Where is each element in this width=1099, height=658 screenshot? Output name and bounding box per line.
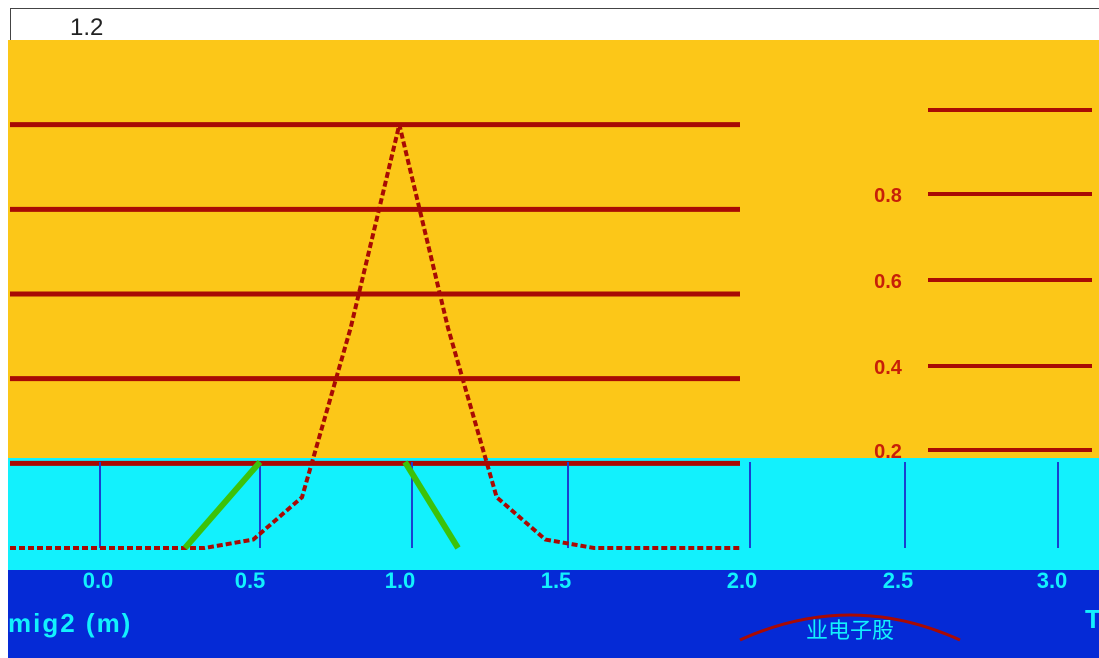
x-tick-label-6: 3.0 bbox=[1037, 568, 1068, 593]
seal-text: 业电子股 bbox=[806, 618, 894, 643]
band-bottom bbox=[8, 570, 1099, 658]
x-tick-label-4: 2.0 bbox=[727, 568, 758, 593]
seal-stamp: 业电子股 bbox=[739, 613, 961, 643]
bottom-right-fragment: T bbox=[1085, 604, 1099, 634]
top-left-fragment: 1.2 bbox=[70, 14, 104, 41]
right-tick-label-1: 0.4 bbox=[874, 357, 903, 379]
top-strip bbox=[10, 8, 1099, 41]
x-tick-label-1: 0.5 bbox=[235, 568, 266, 593]
x-tick-layer: 0.0 0.5 1.0 1.5 2.0 2.5 3.0 bbox=[83, 568, 1068, 593]
x-tick-label-2: 1.0 bbox=[385, 568, 416, 593]
right-tick-label-2: 0.6 bbox=[874, 271, 902, 293]
x-tick-label-5: 2.5 bbox=[883, 568, 914, 593]
band-middle bbox=[8, 458, 1099, 570]
x-tick-label-3: 1.5 bbox=[541, 568, 572, 593]
series-layer bbox=[9, 124, 741, 550]
tail-left bbox=[182, 460, 263, 550]
right-axis: 0.2 0.4 0.6 0.8 bbox=[874, 108, 1092, 463]
bottom-left-fragment: mig2 (m) bbox=[8, 608, 133, 638]
series-line-0 bbox=[10, 124, 740, 550]
band-top bbox=[8, 40, 1099, 458]
x-tick-label-0: 0.0 bbox=[83, 568, 114, 593]
right-tick-label-3: 0.8 bbox=[874, 185, 902, 207]
tail-right bbox=[402, 460, 461, 550]
right-tick-label-0: 0.2 bbox=[874, 441, 902, 463]
